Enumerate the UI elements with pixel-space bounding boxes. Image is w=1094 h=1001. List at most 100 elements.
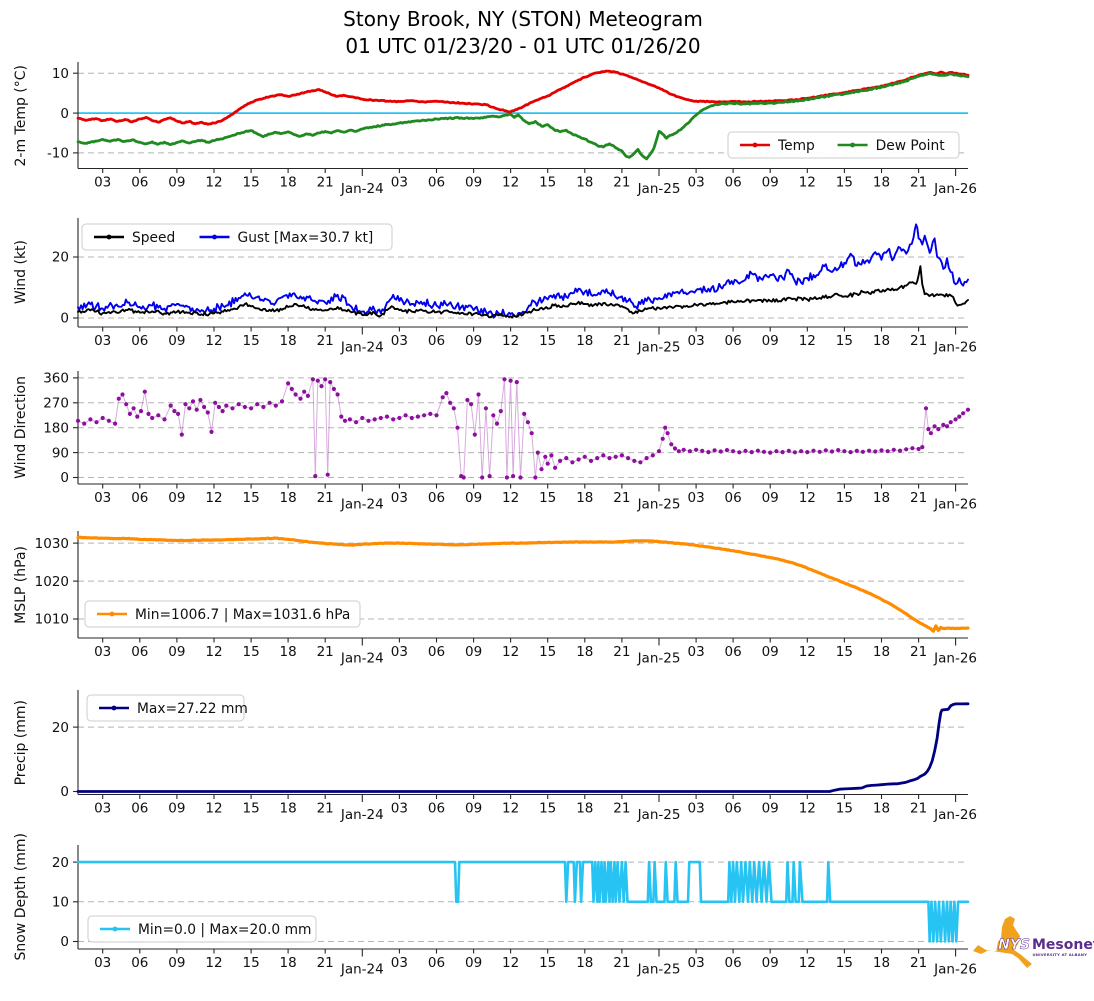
x-tick-label: 15 — [243, 801, 260, 817]
series-marker — [529, 431, 534, 436]
x-tick-label: 21 — [317, 333, 334, 349]
series-marker — [487, 474, 492, 479]
series-marker — [564, 456, 569, 461]
y-tick-label: 20 — [52, 855, 69, 871]
series-marker — [665, 431, 670, 436]
series-marker — [582, 454, 587, 459]
x-tick-label: 21 — [910, 644, 927, 660]
series-marker — [948, 420, 953, 425]
series-marker — [187, 406, 192, 411]
series-marker — [799, 449, 804, 454]
x-tick-label: 18 — [576, 801, 593, 817]
x-tick-label: 09 — [762, 644, 779, 660]
logo-nys-text: NYS — [998, 937, 1030, 953]
series-marker — [366, 418, 371, 423]
x-tick-label: 09 — [762, 175, 779, 191]
series-marker — [75, 418, 81, 423]
y-tick-label: 1010 — [35, 612, 69, 628]
series-marker — [926, 427, 931, 432]
series-line-wdir — [77, 377, 969, 479]
y-tick-label: 10 — [52, 895, 69, 911]
x-tick-label: 15 — [539, 490, 556, 506]
x-tick-label: 12 — [502, 955, 519, 971]
series-marker — [632, 458, 637, 463]
x-tick-label: 12 — [799, 644, 816, 660]
legend-label: Max=27.22 mm — [137, 701, 248, 717]
x-tick-label: 03 — [688, 333, 705, 349]
x-tick-label: 06 — [131, 644, 148, 660]
panel-temp: -10 0 10 03 06 09 12 15 18 21 Jan-24 03 06 09 12 15 18 21… — [47, 62, 977, 197]
x-tick-label: 09 — [465, 801, 482, 817]
series-marker — [198, 397, 203, 403]
x-tick-label: 18 — [576, 955, 593, 971]
series-line-speed — [77, 265, 969, 319]
x-tick-label: 15 — [243, 644, 260, 660]
legend-label: Dew Point — [876, 138, 946, 154]
x-tick-label: 15 — [539, 955, 556, 971]
series-marker — [162, 417, 167, 422]
x-tick-label: 21 — [613, 644, 630, 660]
legend-sample-marker — [112, 926, 118, 932]
series-marker — [213, 400, 218, 405]
series-marker — [100, 415, 105, 421]
x-tick-label: 15 — [243, 175, 260, 191]
x-tick-label: Jan-26 — [933, 807, 977, 823]
series-marker — [342, 418, 348, 423]
x-tick-label: 21 — [910, 175, 927, 191]
series-marker — [255, 402, 260, 407]
legend-wind: Speed Gust [Max=30.7 kt] — [81, 223, 393, 251]
x-tick-label: 15 — [836, 175, 853, 191]
y-tick-label: 0 — [60, 934, 69, 950]
series-marker — [737, 450, 742, 455]
series-marker — [607, 456, 612, 461]
x-tick-label: 06 — [131, 175, 148, 191]
series-marker — [712, 448, 717, 453]
series-marker — [325, 472, 330, 477]
x-tick-label: 18 — [280, 644, 297, 660]
series-marker — [494, 421, 500, 426]
series-marker — [755, 448, 761, 453]
y-tick-label: 20 — [52, 720, 69, 736]
series-marker — [961, 411, 966, 416]
x-tick-label: 15 — [836, 644, 853, 660]
x-tick-label: 03 — [391, 333, 408, 349]
series-marker — [131, 406, 136, 411]
series-marker — [669, 442, 674, 447]
x-tick-label: Jan-26 — [933, 651, 977, 667]
x-tick-label: 09 — [762, 955, 779, 971]
series-marker — [434, 413, 439, 418]
x-tick-label: Jan-25 — [637, 962, 681, 978]
x-tick-label: 09 — [168, 333, 185, 349]
series-marker — [298, 396, 303, 401]
series-marker — [216, 404, 221, 410]
x-tick-label: 21 — [613, 333, 630, 349]
series-marker — [811, 448, 816, 453]
series-marker — [687, 449, 693, 454]
series-marker — [176, 411, 181, 416]
series-marker — [88, 417, 93, 422]
x-tick-label: Jan-26 — [933, 340, 977, 356]
y-tick-label: -10 — [47, 146, 69, 162]
x-tick-label: 06 — [725, 333, 742, 349]
x-tick-label: 09 — [762, 801, 779, 817]
legend-label: Speed — [132, 230, 175, 246]
x-tick-label: Jan-24 — [340, 497, 384, 513]
series-marker — [792, 450, 798, 455]
series-marker — [448, 400, 453, 405]
x-tick-label: 06 — [428, 955, 445, 971]
x-tick-label: 18 — [873, 333, 890, 349]
series-marker — [220, 409, 225, 414]
series-marker — [354, 420, 359, 425]
series-marker — [82, 421, 87, 426]
x-tick-label: 06 — [428, 644, 445, 660]
x-tick-label: 03 — [94, 175, 111, 191]
x-tick-label: 06 — [428, 490, 445, 506]
x-tick-label: 18 — [280, 333, 297, 349]
series-marker — [302, 389, 307, 394]
series-marker — [743, 448, 748, 453]
series-marker — [138, 409, 144, 414]
x-tick-label: 18 — [576, 175, 593, 191]
series-marker — [242, 404, 247, 410]
series-marker — [867, 448, 872, 453]
series-marker — [885, 449, 890, 454]
